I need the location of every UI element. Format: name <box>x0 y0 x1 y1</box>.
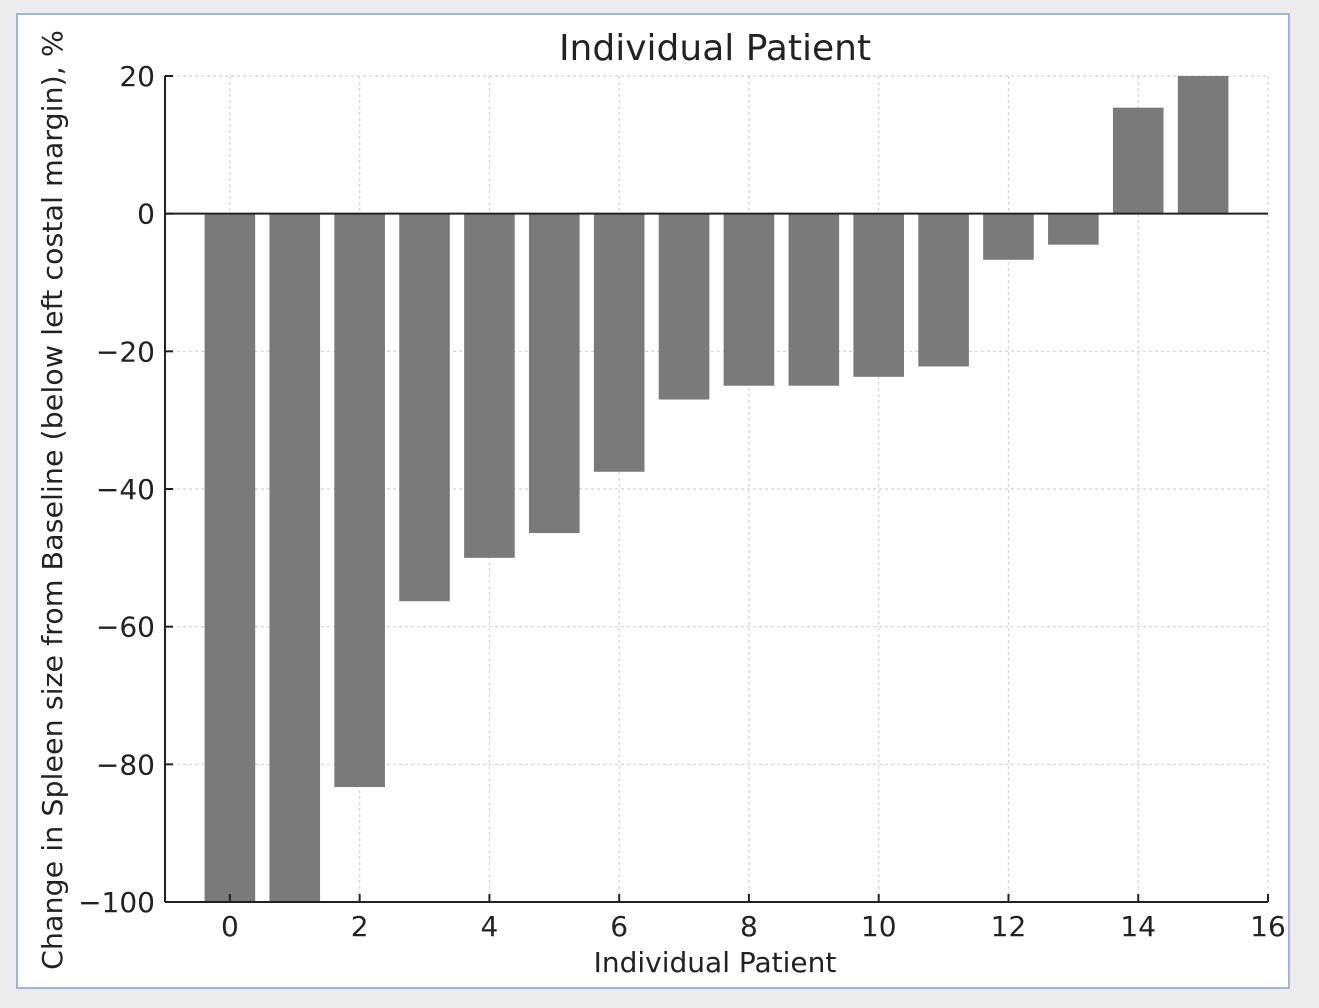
bar-patient-15 <box>1177 76 1229 214</box>
y-tick-label: −60 <box>96 611 155 644</box>
x-tick-label: 2 <box>351 910 369 943</box>
bar-patient-8 <box>723 213 775 386</box>
x-tick-label: 16 <box>1250 910 1286 943</box>
bar-patient-7 <box>658 213 710 400</box>
x-tick-label: 10 <box>861 910 897 943</box>
bar-patient-3 <box>399 213 450 602</box>
bar-patient-6 <box>593 213 645 472</box>
bar-patient-14 <box>1112 107 1164 214</box>
chart-title: Individual Patient <box>559 28 871 69</box>
y-tick-label: −20 <box>96 335 155 368</box>
x-ticks: 0 2 4 6 8 10 12 14 16 <box>221 894 1286 943</box>
x-tick-label: 8 <box>740 910 758 943</box>
x-tick-label: 0 <box>221 910 239 943</box>
y-tick-label: −40 <box>96 473 155 506</box>
bar-patient-2 <box>334 213 385 788</box>
bar-patient-11 <box>918 213 969 367</box>
x-tick-label: 12 <box>991 910 1027 943</box>
x-tick-label: 6 <box>610 910 628 943</box>
bar-patient-5 <box>528 213 580 534</box>
y-tick-label: 0 <box>137 198 155 231</box>
grid-lines <box>165 75 1269 903</box>
y-ticks: 20 0 −20 −40 −60 −80 −100 <box>78 60 173 919</box>
x-tick-label: 4 <box>480 910 498 943</box>
bar-patient-1 <box>269 213 321 902</box>
bar-patient-9 <box>788 213 840 386</box>
bar-patient-10 <box>853 213 905 377</box>
x-tick-label: 14 <box>1120 910 1156 943</box>
y-tick-label: 20 <box>119 60 155 93</box>
y-tick-label: −100 <box>78 886 155 919</box>
bar-patient-4 <box>464 213 515 558</box>
bar-patient-0 <box>204 213 256 902</box>
bar-patient-12 <box>983 213 1034 260</box>
y-tick-label: −80 <box>96 748 155 781</box>
x-axis-title: Individual Patient <box>594 946 837 979</box>
bars <box>204 76 1229 902</box>
y-axis-title: Change in Spleen size from Baseline (bel… <box>36 30 69 970</box>
bar-patient-13 <box>1048 213 1099 245</box>
